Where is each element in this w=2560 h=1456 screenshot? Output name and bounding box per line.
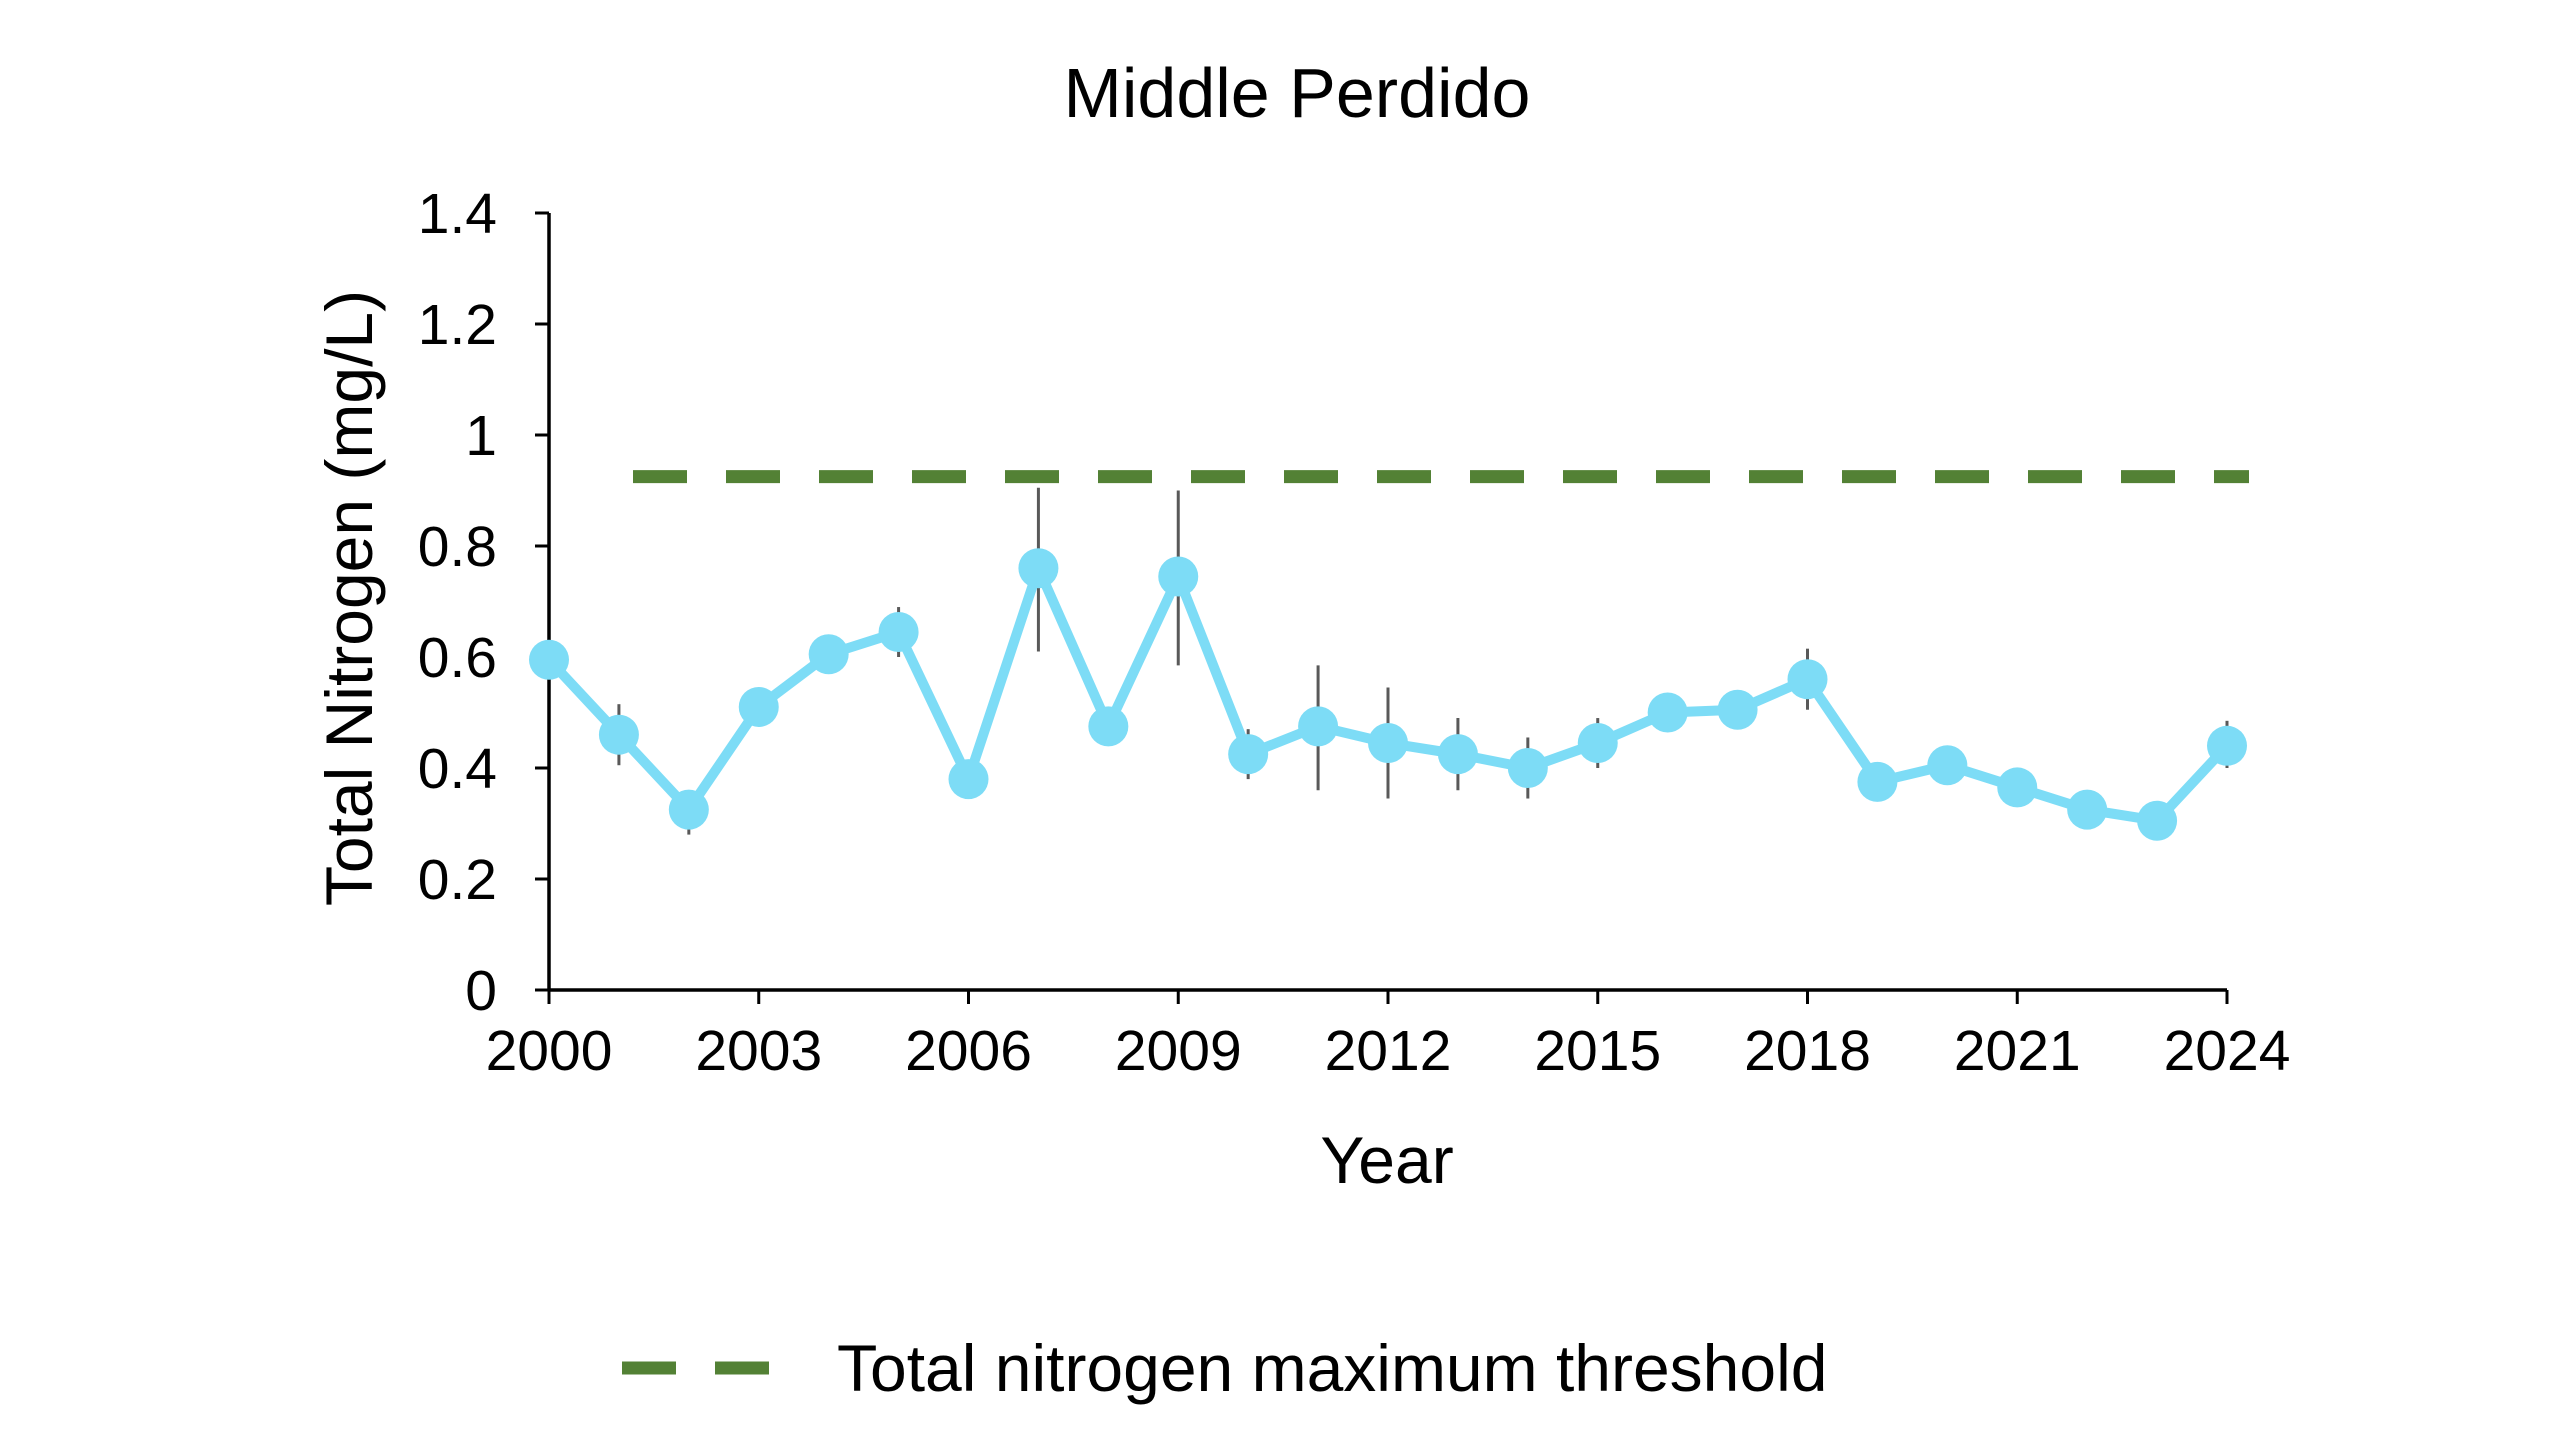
y-tick-label: 0.4 <box>418 737 497 801</box>
y-tick-label: 0.8 <box>418 515 497 579</box>
legend-label-threshold: Total nitrogen maximum threshold <box>837 1331 1827 1405</box>
x-tick-label: 2024 <box>2164 1019 2291 1083</box>
data-point <box>2067 789 2108 830</box>
x-tick-label: 2021 <box>1954 1019 2081 1083</box>
data-point <box>1018 548 1059 589</box>
y-tick-label: 1.4 <box>418 182 497 246</box>
x-tick-label: 2000 <box>486 1019 613 1083</box>
data-point <box>1228 734 1269 775</box>
y-tick-label: 0 <box>465 959 497 1023</box>
data-point <box>1158 556 1199 597</box>
x-tick-label: 2012 <box>1325 1019 1452 1083</box>
legend: Total nitrogen maximum threshold <box>622 1331 1827 1405</box>
data-point <box>2137 800 2178 841</box>
y-tick-label: 1 <box>465 404 497 468</box>
data-point <box>1437 734 1478 775</box>
data-point <box>668 789 709 830</box>
data-point <box>1577 723 1618 764</box>
plot-area: 0 0.2 0.4 0.6 0.8 1 1.2 1.4 2000 2003 2006 2009 2012… <box>418 182 2291 1083</box>
y-tick-label: 1.2 <box>418 293 497 357</box>
data-point <box>948 759 989 800</box>
data-point <box>738 686 779 727</box>
x-tick-label: 2009 <box>1115 1019 1242 1083</box>
chart-title: Middle Perdido <box>1064 54 1531 132</box>
data-point <box>1927 745 1968 786</box>
data-point <box>878 612 919 653</box>
data-point <box>808 634 849 675</box>
data-point <box>1298 706 1339 747</box>
x-tick-label: 2006 <box>905 1019 1032 1083</box>
y-tick-label: 0.6 <box>418 626 497 690</box>
data-point <box>529 639 569 680</box>
x-tick-label: 2015 <box>1534 1019 1661 1083</box>
data-point <box>1787 659 1828 700</box>
y-tick-label: 0.2 <box>418 848 497 912</box>
x-axis-label: Year <box>1320 1123 1453 1197</box>
y-axis-label: Total Nitrogen (mg/L) <box>312 290 386 906</box>
data-point <box>1857 761 1898 802</box>
data-point <box>2207 725 2247 766</box>
x-tick-label: 2003 <box>695 1019 822 1083</box>
data-point <box>1647 692 1688 733</box>
data-point <box>1088 706 1129 747</box>
x-tick-label: 2018 <box>1744 1019 1871 1083</box>
data-point <box>598 714 639 755</box>
data-point <box>1717 689 1758 730</box>
data-point <box>1368 723 1408 764</box>
data-point <box>1507 748 1548 788</box>
data-point <box>1997 767 2038 808</box>
